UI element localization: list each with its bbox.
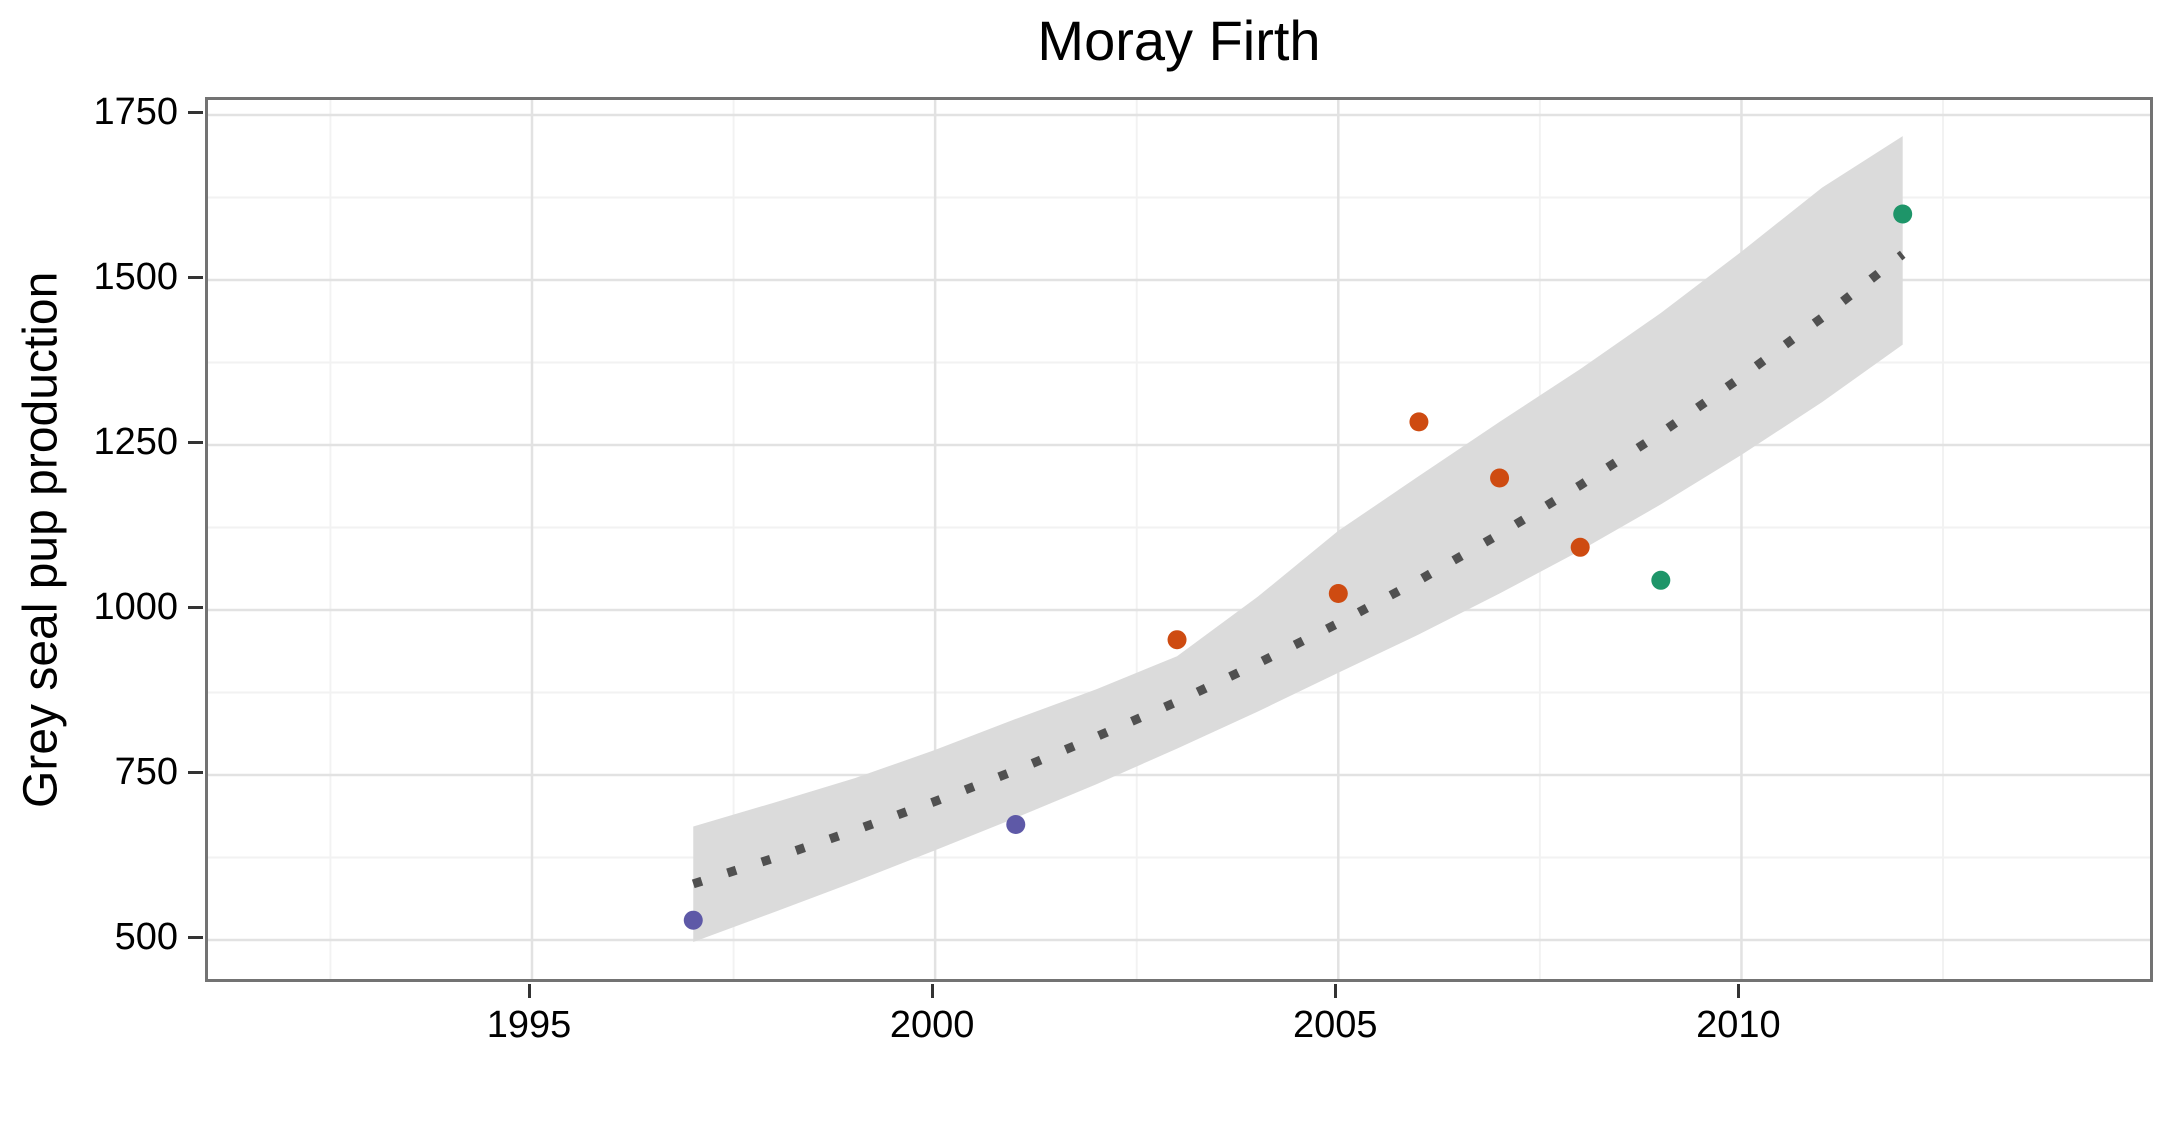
y-tick-mark [188,110,203,114]
x-tick-mark [1736,984,1740,998]
x-tick-mark [930,984,934,998]
data-point-green [1651,570,1671,590]
y-tick-label: 1000 [93,586,178,628]
data-point-orange [1328,584,1348,603]
y-tick-mark [188,440,203,444]
y-tick-label: 1250 [93,421,178,463]
x-tick-label: 2010 [1696,1004,1781,1046]
x-tick-label: 2000 [889,1004,975,1046]
y-axis-title: Grey seal pup production [14,271,68,808]
y-tick-mark [188,605,203,609]
data-point-orange [1167,630,1187,650]
data-point-orange [1570,537,1590,557]
x-tick-label: 1995 [486,1004,572,1046]
chart-title: Moray Firth [1037,9,1321,72]
y-tick-label: 750 [114,751,178,793]
data-point-purple [683,910,703,930]
y-tick-label: 1500 [93,256,178,298]
data-point-green [1893,204,1913,224]
y-tick-mark [188,275,203,279]
plot-panel [205,97,2153,982]
y-tick-mark [188,935,203,939]
confidence-ribbon [693,136,1903,942]
y-tick-label: 1750 [93,91,178,133]
plot-canvas [208,100,2150,979]
y-tick-label: 500 [114,916,178,958]
x-tick-label: 2005 [1293,1004,1378,1046]
data-point-purple [1006,815,1026,834]
y-tick-mark [188,770,203,774]
trend-line [691,250,1906,889]
x-tick-mark [527,984,531,998]
x-tick-mark [1333,984,1337,998]
data-point-orange [1409,412,1429,432]
data-point-orange [1490,468,1510,488]
